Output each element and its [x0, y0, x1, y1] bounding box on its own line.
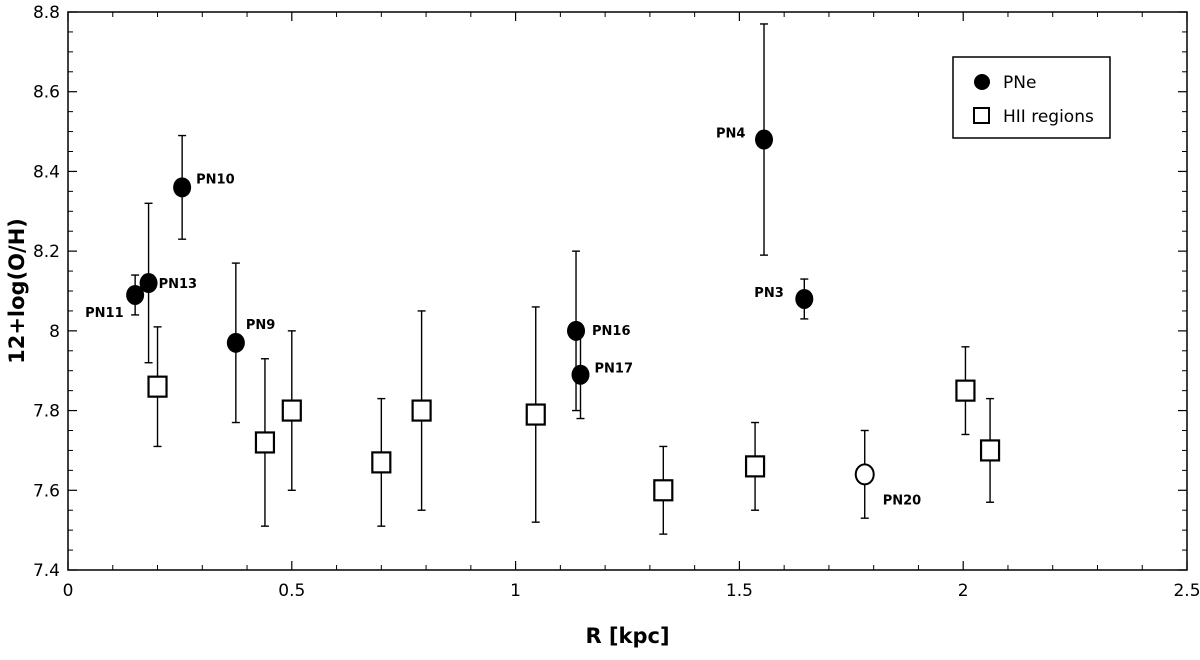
x-tick-label: 0 [63, 581, 74, 601]
point-label-pn20: PN20 [883, 493, 922, 508]
pne-point [173, 177, 192, 198]
hii-region-point [254, 431, 276, 454]
hii-region-point [744, 455, 766, 478]
error-bars [131, 23, 995, 535]
legend: PNe HII regions [952, 56, 1111, 139]
legend-marker-hii [973, 107, 990, 124]
hii-region-point [281, 399, 302, 422]
y-tick-label: 8.2 [33, 242, 60, 262]
hii-region-point [371, 451, 392, 474]
point-label-pn13: PN13 [159, 277, 198, 292]
legend-marker-pne [974, 74, 990, 90]
pne-point [139, 273, 158, 294]
y-tick-label: 7.6 [33, 481, 60, 501]
hii-region-point [411, 399, 432, 422]
x-axis-title: R [kpc] [585, 624, 669, 648]
legend-box [952, 56, 1111, 139]
legend-label-hii: HII regions [1003, 107, 1094, 127]
hii-region-point [979, 439, 1001, 462]
pne-point [126, 284, 145, 305]
hii-region-point [525, 403, 546, 426]
legend-label-pne: PNe [1003, 73, 1036, 93]
y-tick-label: 8.6 [33, 83, 60, 103]
x-tick-label: 0.5 [278, 581, 305, 601]
x-tick-label: 1 [510, 581, 521, 601]
y-tick-label: 8.8 [33, 3, 60, 23]
point-label-pn11: PN11 [85, 306, 124, 321]
axis-ticks: 0 0.5 1 1.5 2 2.5 7.4 7.6 7.8 8 8.2 8.4 8.6 8.8 [33, 3, 1200, 601]
point-label-pn17: PN17 [595, 362, 634, 377]
point-label-pn10: PN10 [196, 172, 235, 187]
y-axis-title: 12+log(O/H) [5, 218, 29, 364]
pne-point [567, 320, 586, 341]
y-tick-label: 8.4 [33, 162, 60, 182]
data-markers [126, 129, 1001, 502]
plot-frame [67, 11, 1188, 571]
y-tick-label: 7.8 [33, 402, 60, 422]
pne-point [755, 129, 774, 150]
x-tick-label: 2.5 [1173, 581, 1200, 601]
pne-point [795, 288, 814, 309]
point-label-pn16: PN16 [592, 324, 631, 339]
x-tick-label: 2 [958, 581, 969, 601]
x-tick-label: 1.5 [726, 581, 753, 601]
hii-region-point [955, 379, 976, 402]
point-labels: PN11 PN13 PN10 PN9 PN16 PN17 PN4 PN3 PN20 [85, 127, 921, 509]
open-circle-point [854, 463, 875, 486]
point-label-pn3: PN3 [754, 286, 783, 301]
pne-point [226, 332, 245, 353]
hii-region-point [653, 479, 674, 502]
pne-point [571, 364, 590, 385]
point-label-pn4: PN4 [716, 127, 745, 142]
y-tick-label: 7.4 [33, 561, 60, 581]
hii-region-point [147, 375, 168, 398]
y-tick-label: 8 [49, 322, 60, 342]
point-label-pn9: PN9 [246, 318, 275, 333]
